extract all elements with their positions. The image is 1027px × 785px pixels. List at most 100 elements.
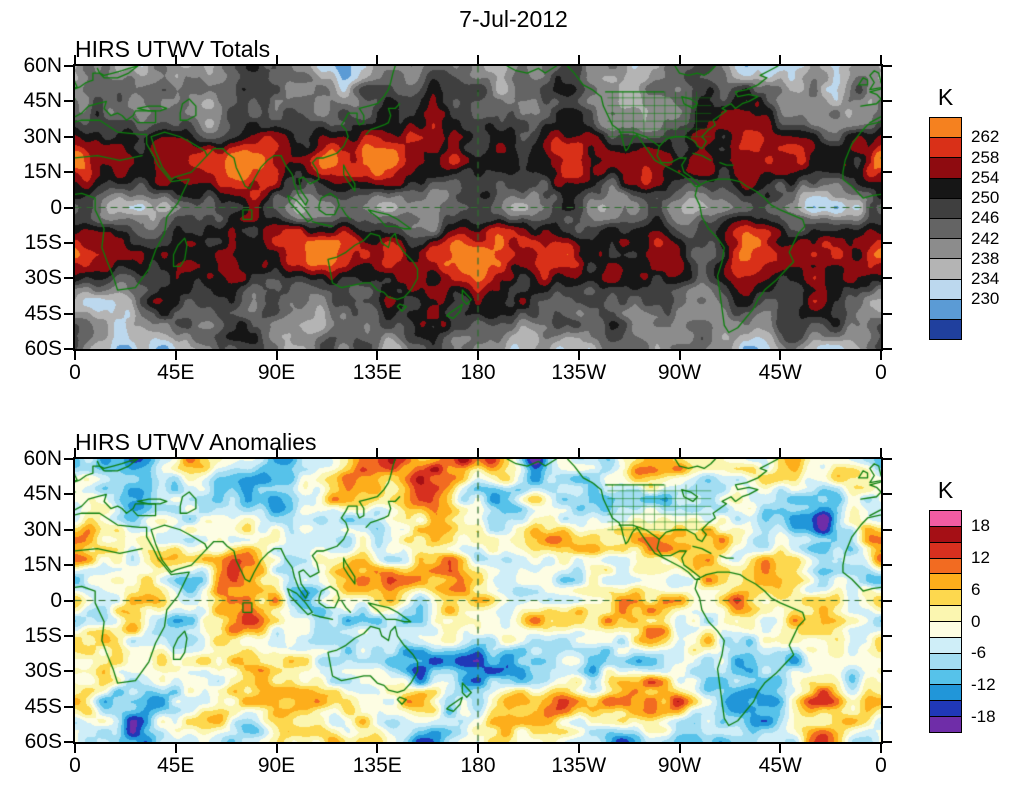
colorbar-swatch xyxy=(930,318,961,340)
lon-tick-label: 45W xyxy=(758,361,802,384)
colorbar-tick-label: 6 xyxy=(971,579,981,599)
map-frame-anomalies xyxy=(73,457,883,744)
axis-tick xyxy=(275,351,278,360)
axis-tick xyxy=(64,528,73,531)
lat-tick-label: 45N xyxy=(23,89,62,113)
lon-tick-label: 45E xyxy=(157,361,195,384)
colorbar xyxy=(929,510,962,733)
colorbar-swatch xyxy=(930,298,961,319)
axis-tick xyxy=(64,312,73,315)
axis-tick xyxy=(64,348,73,350)
lat-tick-label: 45N xyxy=(23,482,62,506)
axis-tick xyxy=(678,448,681,457)
lon-tick-label: 45W xyxy=(758,754,802,777)
lon-tick-label: 135W xyxy=(551,361,607,384)
lat-tick-label: 45S xyxy=(24,694,62,718)
axis-tick xyxy=(64,634,73,637)
colorbar-swatch xyxy=(930,700,961,717)
colorbar-swatch xyxy=(930,605,961,622)
axis-tick xyxy=(883,741,892,743)
axis-tick xyxy=(64,135,73,138)
axis-tick xyxy=(64,458,73,460)
axis-tick xyxy=(64,564,73,567)
colorbar-swatch xyxy=(930,525,961,542)
axis-tick xyxy=(376,448,379,457)
lon-tick-label: 90E xyxy=(257,361,296,384)
axis-tick xyxy=(174,55,177,64)
axis-tick xyxy=(880,744,882,753)
axis-tick xyxy=(678,55,681,64)
colorbar-tick-label: 0 xyxy=(971,611,981,631)
axis-tick xyxy=(883,634,892,637)
axis-tick xyxy=(577,744,580,753)
colorbar xyxy=(929,117,962,340)
colorbar-swatch xyxy=(930,157,961,178)
lat-tick-label: 30N xyxy=(23,124,62,148)
colorbar-swatch xyxy=(930,197,961,218)
colorbar-swatch xyxy=(930,636,961,653)
colorbar-swatch xyxy=(930,557,961,574)
axis-tick xyxy=(883,171,892,174)
axis-tick xyxy=(883,65,892,67)
axis-tick xyxy=(64,100,73,103)
lat-tick-label: 15N xyxy=(23,160,62,184)
lon-tick-label: 45E xyxy=(157,754,195,777)
lon-tick-label: 0 xyxy=(875,754,887,777)
axis-tick xyxy=(74,351,76,360)
map-frame-totals xyxy=(73,64,883,351)
map-totals xyxy=(75,66,881,349)
colorbar-tick-label: 258 xyxy=(971,147,1000,167)
colorbar-swatch xyxy=(930,716,961,733)
axis-tick xyxy=(64,670,73,673)
colorbar-tick-label: 18 xyxy=(971,515,990,535)
axis-tick xyxy=(174,448,177,457)
map-anomalies xyxy=(75,459,881,742)
axis-tick xyxy=(275,55,278,64)
colorbar-swatch xyxy=(930,511,961,526)
axis-tick xyxy=(779,744,782,753)
axis-tick xyxy=(577,351,580,360)
lat-tick-label: 30N xyxy=(23,517,62,541)
axis-tick xyxy=(174,744,177,753)
lat-tick-label: 60N xyxy=(23,447,62,470)
lat-tick-label: 30S xyxy=(24,266,62,290)
lon-tick-label: 180 xyxy=(460,361,496,384)
axis-tick xyxy=(174,351,177,360)
lon-tick-label: 0 xyxy=(69,361,81,384)
axis-tick xyxy=(275,448,278,457)
lat-tick-label: 60S xyxy=(24,337,62,360)
colorbar-tick-label: -6 xyxy=(971,643,987,663)
colorbar-tick-label: 242 xyxy=(971,228,1000,248)
date-title: 7-Jul-2012 xyxy=(459,6,568,32)
axis-tick xyxy=(883,206,892,209)
axis-tick xyxy=(883,670,892,673)
axis-tick xyxy=(883,312,892,315)
colorbar-tick-label: 262 xyxy=(971,127,1000,147)
lon-tick-label: 135W xyxy=(551,754,607,777)
axis-tick xyxy=(64,65,73,67)
axis-tick xyxy=(64,277,73,280)
lat-tick-label: 60S xyxy=(24,730,62,753)
lon-tick-label: 135E xyxy=(352,361,402,384)
axis-tick xyxy=(883,599,892,602)
colorbar-tick-label: 230 xyxy=(971,289,1000,309)
colorbar-swatch xyxy=(930,668,961,685)
axis-tick xyxy=(880,448,882,457)
axis-tick xyxy=(64,705,73,708)
axis-tick xyxy=(64,171,73,174)
lat-tick-label: 15N xyxy=(23,553,62,577)
colorbar-unit-label: K xyxy=(937,84,954,110)
lon-tick-label: 0 xyxy=(875,361,887,384)
axis-tick xyxy=(883,348,892,350)
colorbar-tick-label: 246 xyxy=(971,208,1000,228)
axis-tick xyxy=(376,351,379,360)
colorbar-swatch xyxy=(930,118,961,138)
colorbar-swatch xyxy=(930,258,961,279)
axis-tick xyxy=(477,744,479,753)
axis-tick xyxy=(880,351,882,360)
axis-tick xyxy=(64,741,73,743)
axis-tick xyxy=(883,135,892,138)
colorbar-tick-label: 250 xyxy=(971,188,1000,208)
colorbar-swatch xyxy=(930,652,961,669)
